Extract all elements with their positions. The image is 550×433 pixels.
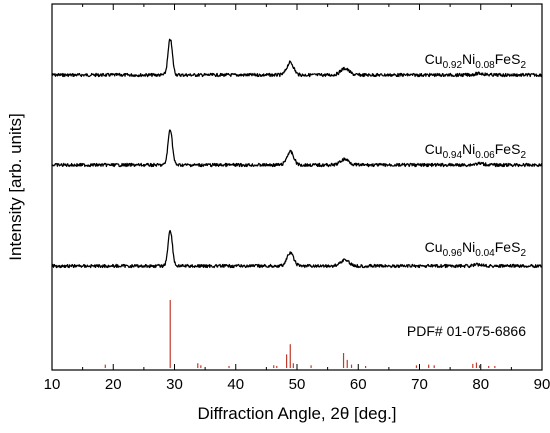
x-tick-label: 70 [411, 376, 428, 393]
reference-pattern [104, 300, 496, 368]
x-tick-label: 20 [105, 376, 122, 393]
reference-pattern-label: PDF# 01-075-6866 [407, 323, 526, 339]
xrd-traces [51, 38, 543, 269]
xrd-trace-1 [51, 38, 543, 78]
xrd-trace-3 [51, 229, 543, 269]
x-tick-label: 30 [166, 376, 183, 393]
series-label-3: Cu0.96Ni0.04FeS2 [425, 239, 527, 259]
series-labels: Cu0.92Ni0.08FeS2 Cu0.94Ni0.06FeS2 Cu0.96Ni… [425, 51, 527, 259]
x-axis-label: Diffraction Angle, 2θ [deg.] [197, 404, 396, 423]
x-tick-label: 60 [350, 376, 367, 393]
series-label-1: Cu0.92Ni0.08FeS2 [425, 51, 527, 71]
x-axis-ticks: 10 20 30 40 50 60 70 80 90 [44, 4, 550, 393]
x-tick-label: 90 [534, 376, 550, 393]
x-tick-label: 40 [227, 376, 244, 393]
x-tick-label: 50 [289, 376, 306, 393]
x-tick-label: 80 [472, 376, 489, 393]
y-axis-label: Intensity [arb. units] [6, 113, 25, 260]
x-tick-label: 10 [44, 376, 61, 393]
xrd-trace-2 [51, 129, 543, 168]
series-label-2: Cu0.94Ni0.06FeS2 [425, 141, 527, 161]
